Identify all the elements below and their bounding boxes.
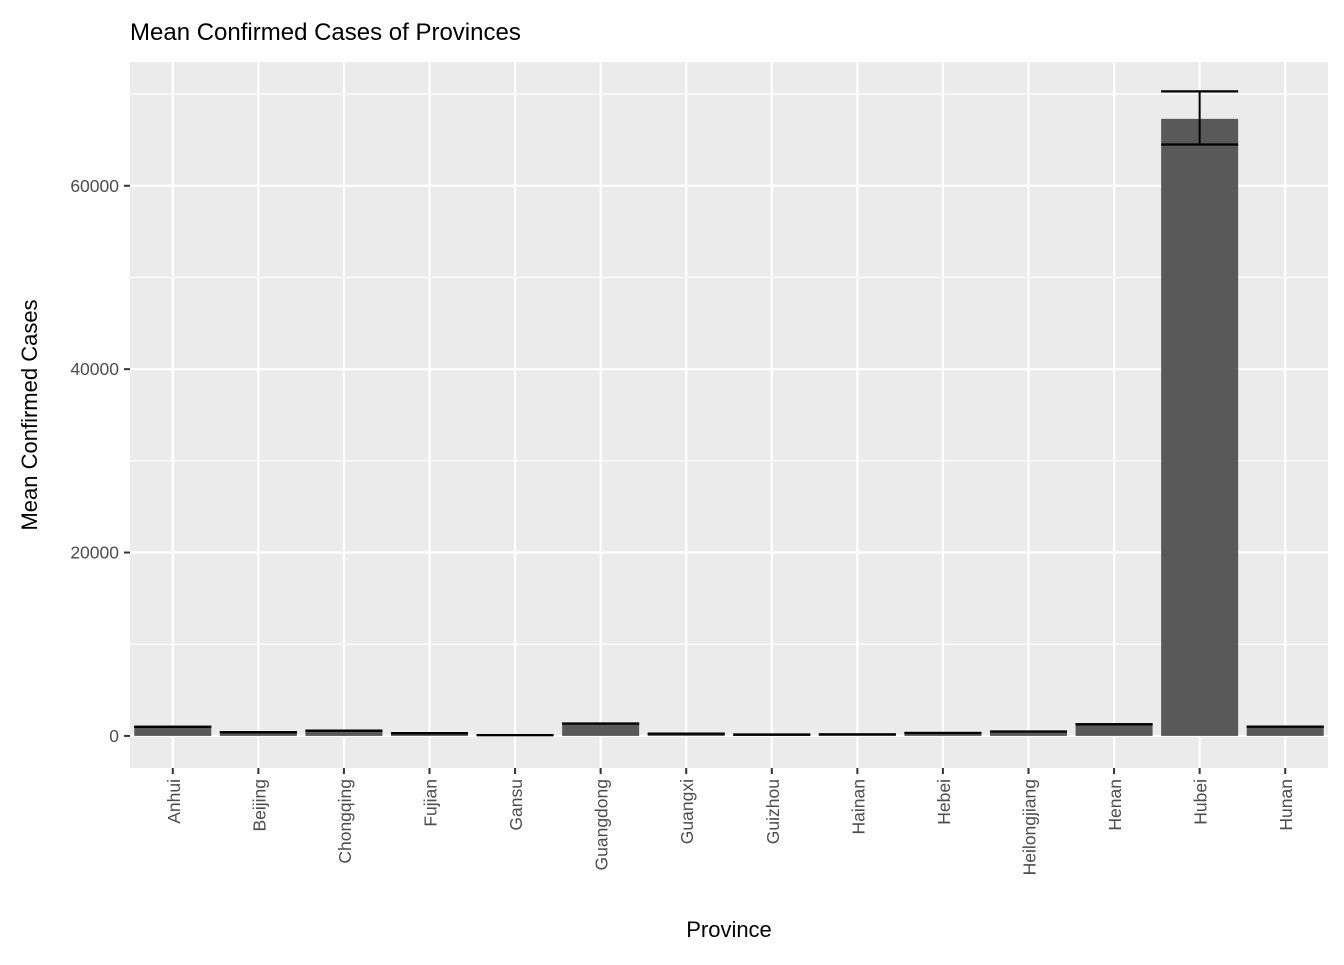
bar bbox=[1161, 119, 1238, 736]
y-tick-label: 20000 bbox=[70, 543, 119, 563]
x-tick-label: Henan bbox=[1105, 779, 1125, 831]
x-tick-label: Hubei bbox=[1191, 779, 1211, 825]
x-tick-label: Guangxi bbox=[677, 779, 697, 844]
x-tick-label: Guizhou bbox=[763, 779, 783, 844]
x-tick-label: Fujian bbox=[421, 779, 441, 827]
bar bbox=[1247, 727, 1324, 736]
bar bbox=[562, 724, 639, 736]
chart-title: Mean Confirmed Cases of Provinces bbox=[130, 19, 521, 46]
x-axis-label: Province bbox=[686, 917, 772, 942]
y-axis: 0 20000 40000 60000 bbox=[70, 176, 130, 746]
x-tick-label: Chongqing bbox=[335, 779, 355, 864]
y-axis-label: Mean Confirmed Cases bbox=[17, 299, 42, 530]
bar bbox=[1076, 724, 1153, 736]
y-tick-label: 0 bbox=[109, 726, 119, 746]
y-tick-label: 60000 bbox=[70, 176, 119, 196]
x-tick-label: Gansu bbox=[506, 779, 526, 831]
x-tick-label: Heilongjiang bbox=[1020, 779, 1040, 875]
x-axis: Anhui Beijing Chongqing Fujian Gansu Guangdon… bbox=[164, 768, 1296, 875]
x-tick-label: Hunan bbox=[1276, 779, 1296, 831]
x-tick-label: Hainan bbox=[848, 779, 868, 834]
x-tick-label: Anhui bbox=[164, 779, 184, 824]
x-tick-label: Beijing bbox=[249, 779, 269, 832]
y-tick-label: 40000 bbox=[70, 359, 119, 379]
x-tick-label: Hebei bbox=[934, 779, 954, 825]
x-tick-label: Guangdong bbox=[592, 779, 612, 870]
plot-panel bbox=[130, 62, 1328, 768]
bar bbox=[134, 727, 211, 736]
